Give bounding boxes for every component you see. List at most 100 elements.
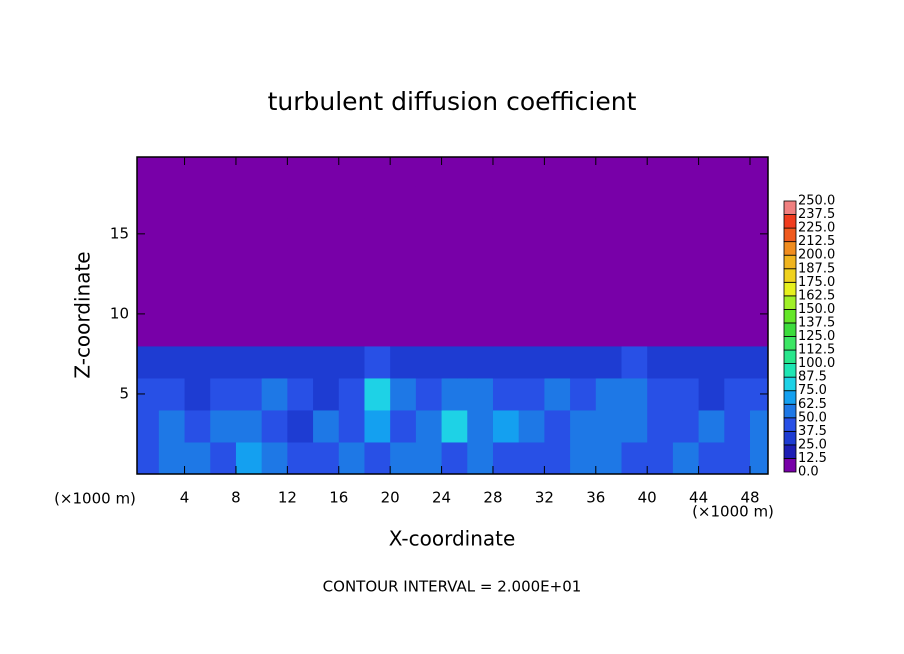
x-tick-label: 40 [638, 489, 657, 507]
field-cell [158, 217, 186, 251]
field-cell [621, 441, 648, 474]
field-cell [724, 217, 751, 251]
field-cell [595, 313, 622, 347]
field [137, 157, 768, 474]
field-cell [750, 185, 768, 219]
field-cell [235, 345, 263, 379]
field-cell [261, 185, 288, 219]
field-cell [544, 377, 571, 411]
colorbar-label: 137.5 [798, 315, 835, 330]
colorbar-label: 62.5 [798, 397, 827, 412]
field-cell [467, 249, 494, 283]
field-cell [313, 409, 340, 443]
colorbar-swatch [783, 390, 797, 405]
field-cell [724, 249, 751, 283]
field-cell [467, 185, 494, 219]
colorbar-swatch [783, 336, 797, 351]
field-cell [595, 281, 622, 315]
field-cell [137, 185, 160, 219]
field-cell [390, 217, 417, 251]
field-cell [544, 157, 571, 187]
field-cell [210, 157, 237, 187]
field-cell [750, 409, 768, 443]
field-cell [184, 409, 211, 443]
field-cell [441, 185, 468, 219]
field-cell [313, 377, 340, 411]
field-cell [137, 281, 160, 315]
field-cell [492, 313, 520, 347]
x-tick-label: 44 [689, 489, 708, 507]
field-cell [415, 249, 443, 283]
field-cell [492, 217, 520, 251]
field-cell [467, 281, 494, 315]
colorbar-label: 237.5 [798, 207, 835, 222]
field-cell [235, 217, 263, 251]
plot-frame [136, 156, 769, 475]
field-cell [647, 249, 674, 283]
field-cell [364, 345, 391, 379]
field-cell [287, 249, 314, 283]
field-cell [595, 345, 622, 379]
x-tick-label: 28 [483, 489, 502, 507]
field-cell [441, 249, 468, 283]
field-cell [441, 345, 468, 379]
field-cell [467, 441, 494, 474]
field-cell [287, 157, 314, 187]
x-tick-label: 4 [180, 489, 190, 507]
field-cell [210, 313, 237, 347]
field-cell [544, 249, 571, 283]
field-cell [544, 185, 571, 219]
field-cell [750, 313, 768, 347]
field-cell [415, 281, 443, 315]
field-cell [750, 441, 768, 474]
field-cell [647, 345, 674, 379]
colorbar-label: 112.5 [798, 343, 835, 358]
field-cell [647, 441, 674, 474]
field-cell [647, 157, 674, 187]
field-cell [492, 281, 520, 315]
field-cell [235, 249, 263, 283]
chart-title: turbulent diffusion coefficient [268, 87, 637, 116]
field-cell [364, 157, 391, 187]
field-cell [158, 249, 186, 283]
colorbar-swatch [783, 200, 797, 215]
field-cell [261, 313, 288, 347]
field-cell [158, 157, 186, 187]
field-cell [544, 345, 571, 379]
field-cell [698, 185, 725, 219]
colorbar-label: 187.5 [798, 261, 835, 276]
field-cell [261, 157, 288, 187]
colorbar-label: 162.5 [798, 288, 835, 303]
field-cell [724, 157, 751, 187]
field-cell [390, 249, 417, 283]
field-cell [621, 185, 648, 219]
field-cell [750, 281, 768, 315]
colorbar-swatch [783, 417, 797, 432]
field-cell [518, 441, 545, 474]
field-cell [647, 281, 674, 315]
field-cell [137, 313, 160, 347]
colorbar-label: 50.0 [798, 410, 827, 425]
field-cell [672, 409, 700, 443]
field-cell [313, 185, 340, 219]
colorbar-swatch [783, 363, 797, 378]
field-cell [287, 409, 314, 443]
field-cell [647, 313, 674, 347]
field-cell [184, 157, 211, 187]
field-cell [570, 441, 597, 474]
field-cell [364, 281, 391, 315]
field-cell [313, 157, 340, 187]
field-cell [137, 409, 160, 443]
field-cell [467, 313, 494, 347]
field-cell [390, 377, 417, 411]
field-cell [492, 249, 520, 283]
field-cell [518, 281, 545, 315]
field-cell [698, 441, 725, 474]
field-cell [621, 217, 648, 251]
x-axis-label: X-coordinate [389, 527, 516, 551]
field-cell [235, 185, 263, 219]
field-cell [287, 281, 314, 315]
field-cell [621, 313, 648, 347]
field-cell [441, 441, 468, 474]
